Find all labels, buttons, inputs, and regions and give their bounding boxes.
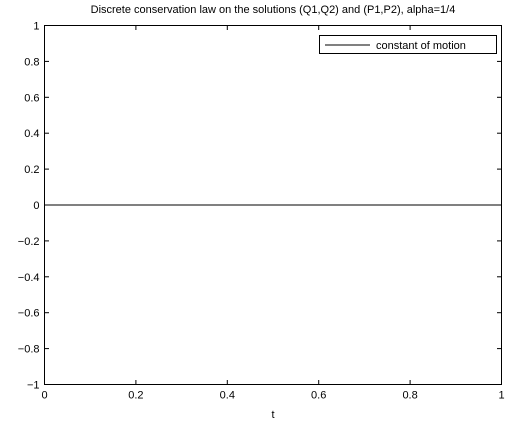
legend: constant of motion bbox=[319, 35, 497, 54]
y-tick-label: 1 bbox=[33, 21, 39, 33]
x-tick-label: 0.4 bbox=[220, 390, 235, 402]
x-tick-label: 1 bbox=[498, 390, 504, 402]
y-axis-ticks: −1 −0.8 −0.6 −0.4 −0.2 0 0.2 0.4 0.6 0.8 1 bbox=[18, 21, 502, 392]
y-tick-label: −0.4 bbox=[18, 272, 40, 284]
x-tick-label: 0.6 bbox=[311, 390, 326, 402]
y-tick-label: −0.6 bbox=[18, 308, 40, 320]
y-tick-label: 0.2 bbox=[24, 164, 39, 176]
legend-box bbox=[319, 35, 497, 54]
x-axis-title: t bbox=[271, 409, 274, 421]
y-tick-label: 0.8 bbox=[24, 56, 39, 68]
y-tick-label: 0 bbox=[33, 200, 39, 212]
y-tick-label: 0.4 bbox=[24, 128, 39, 140]
y-tick-label: −0.2 bbox=[18, 236, 40, 248]
chart-title: Discrete conservation law on the solutio… bbox=[91, 4, 456, 16]
y-tick-label: 0.6 bbox=[24, 92, 39, 104]
y-tick-label: −1 bbox=[27, 380, 40, 392]
x-tick-label: 0 bbox=[41, 390, 47, 402]
x-tick-label: 0.8 bbox=[402, 390, 417, 402]
x-tick-label: 0.2 bbox=[128, 390, 143, 402]
x-axis-ticks: 0 0.2 0.4 0.6 0.8 1 bbox=[41, 25, 505, 402]
y-tick-label: −0.8 bbox=[18, 344, 40, 356]
legend-label: constant of motion bbox=[376, 40, 466, 52]
